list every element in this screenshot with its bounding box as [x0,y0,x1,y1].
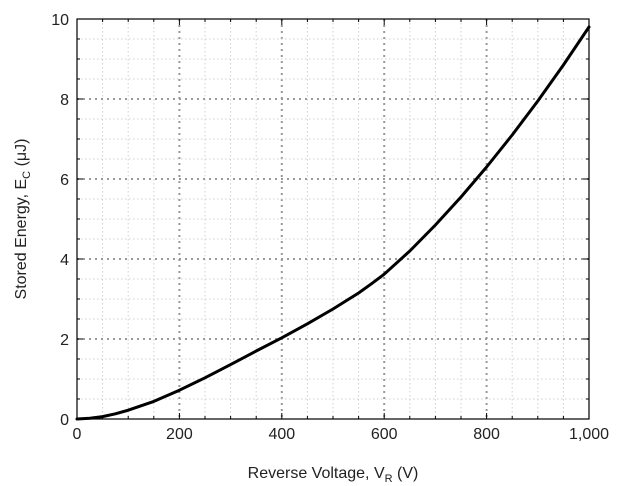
y-axis-title-unit: (μJ) [13,139,30,171]
y-tick-label: 10 [51,12,69,29]
x-tick-label: 1,000 [569,426,609,443]
y-axis-title-main: Stored Energy, E [13,179,30,300]
y-tick-label: 8 [60,92,69,109]
y-tick-label: 2 [60,332,69,349]
y-tick-label: 0 [60,412,69,429]
x-tick-label: 200 [166,426,193,443]
series-group [75,25,591,421]
x-axis-title-main: Reverse Voltage, V [248,465,385,482]
x-axis-title-unit: (V) [393,465,419,482]
x-axis-title-sub: R [385,473,393,485]
x-tick-label: 800 [473,426,500,443]
x-tick-label: 600 [371,426,398,443]
tick-labels: 0 200 400 600 800 1,000 0 2 4 6 8 10 [51,12,609,443]
series-line-0 [75,25,591,421]
y-tick-label: 4 [60,252,69,269]
x-tick-label: 400 [268,426,295,443]
y-axis-title-sub: C [21,171,33,179]
y-axis-title: Stored Energy, EC (μJ) [13,139,33,300]
x-tick-label: 0 [73,426,82,443]
y-tick-label: 6 [60,172,69,189]
grid [77,19,589,419]
x-axis-title: Reverse Voltage, VR (V) [248,465,419,485]
axis-ticks [76,18,590,420]
